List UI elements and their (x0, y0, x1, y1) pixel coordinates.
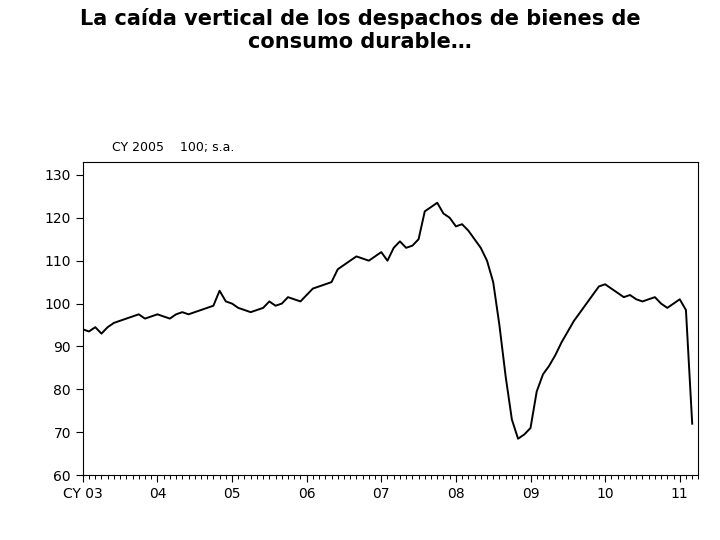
Text: La caída vertical de los despachos de bienes de
consumo durable…: La caída vertical de los despachos de bi… (80, 8, 640, 52)
Text: CY 2005    100; s.a.: CY 2005 100; s.a. (112, 141, 234, 154)
